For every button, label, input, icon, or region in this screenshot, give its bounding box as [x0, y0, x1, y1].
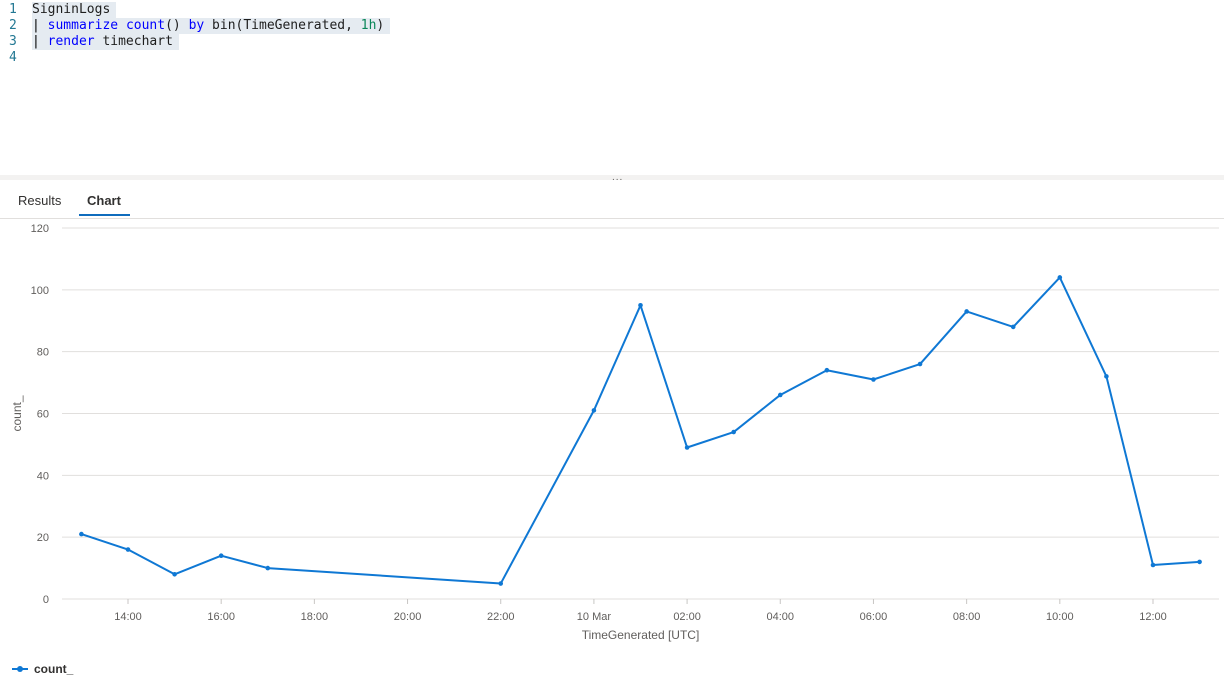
- code-token: count: [125, 18, 166, 33]
- data-point[interactable]: [638, 302, 643, 308]
- x-tick-label: 14:00: [114, 611, 142, 623]
- line-number: 1: [9, 2, 17, 17]
- code-token: |: [32, 34, 48, 49]
- tab-results[interactable]: Results: [18, 193, 62, 208]
- legend-line-marker-icon: [12, 666, 28, 672]
- legend-label[interactable]: count_: [34, 662, 74, 676]
- timechart[interactable]: 0 20 40 60 80 100 120 14:00 16:00 18:00 20:00 22:00…: [0, 218, 1224, 658]
- pane-splitter[interactable]: ...: [0, 172, 1224, 183]
- x-tick-label: 12:00: [1139, 611, 1167, 623]
- data-point[interactable]: [218, 553, 224, 559]
- code-token: by: [188, 18, 205, 33]
- x-tick-label: 04:00: [767, 611, 795, 623]
- data-point[interactable]: [79, 531, 84, 537]
- x-tick-label: 22:00: [487, 611, 515, 623]
- data-point[interactable]: [1150, 562, 1156, 568]
- y-tick-label: 60: [37, 409, 49, 421]
- y-axis-title: count_: [10, 395, 24, 431]
- x-tick-label: 08:00: [953, 611, 981, 623]
- series-line[interactable]: [81, 276, 1200, 585]
- y-tick-label: 100: [31, 285, 49, 297]
- code-token: summarize: [47, 18, 119, 33]
- data-point[interactable]: [731, 429, 736, 435]
- x-tick-label: 20:00: [394, 611, 422, 623]
- data-point[interactable]: [684, 445, 690, 450]
- code-token: (): [165, 18, 189, 33]
- chart-legend[interactable]: count_: [12, 661, 73, 677]
- line-number: 3: [9, 34, 17, 49]
- code-token: SigninLogs: [32, 2, 111, 17]
- x-tick-label: 10:00: [1046, 611, 1074, 623]
- y-tick-label: 80: [37, 347, 49, 359]
- data-point[interactable]: [591, 408, 597, 413]
- code-token: render: [47, 34, 95, 49]
- code-token: timechart: [94, 34, 173, 49]
- data-point[interactable]: [1104, 374, 1109, 379]
- splitter-grip-icon[interactable]: ...: [612, 172, 624, 183]
- data-point[interactable]: [125, 547, 131, 552]
- data-point[interactable]: [917, 361, 923, 367]
- code-text[interactable]: | render timechart: [32, 34, 179, 50]
- query-editor[interactable]: 1 SigninLogs 2 | summarize count() by bin(T…: [0, 0, 1224, 175]
- code-token: [118, 18, 126, 33]
- code-token: bin(TimeGenerated,: [204, 18, 361, 33]
- data-point[interactable]: [1010, 324, 1016, 330]
- line-number: 4: [9, 50, 17, 65]
- data-point[interactable]: [1057, 275, 1063, 280]
- results-tabs: Results Chart: [0, 180, 1224, 219]
- data-point[interactable]: [964, 309, 969, 314]
- tab-chart[interactable]: Chart: [87, 193, 121, 208]
- y-tick-label: 40: [37, 470, 49, 482]
- code-token: ): [376, 18, 385, 33]
- x-tick-label: 02:00: [673, 611, 701, 623]
- x-tick-label: 16:00: [207, 611, 235, 623]
- active-tab-indicator: [79, 214, 130, 216]
- data-point[interactable]: [1197, 559, 1202, 565]
- code-token: 1h: [360, 18, 377, 33]
- data-point[interactable]: [777, 392, 783, 398]
- x-axis-title: TimeGenerated [UTC]: [582, 628, 700, 642]
- y-tick-label: 0: [43, 594, 49, 606]
- x-tick-label: 06:00: [860, 611, 888, 623]
- x-tick-label: 18:00: [301, 611, 329, 623]
- code-text[interactable]: | summarize count() by bin(TimeGenerated…: [32, 18, 391, 34]
- x-tick-label: 10 Mar: [577, 611, 612, 623]
- line-number: 2: [9, 18, 17, 33]
- data-point[interactable]: [172, 571, 177, 577]
- code-token: |: [32, 18, 48, 33]
- data-point[interactable]: [498, 581, 504, 586]
- data-point[interactable]: [265, 565, 271, 571]
- data-point[interactable]: [871, 377, 876, 382]
- code-text[interactable]: SigninLogs: [32, 2, 117, 18]
- y-tick-label: 20: [37, 532, 49, 544]
- data-point[interactable]: [824, 367, 830, 373]
- y-tick-label: 120: [31, 223, 49, 235]
